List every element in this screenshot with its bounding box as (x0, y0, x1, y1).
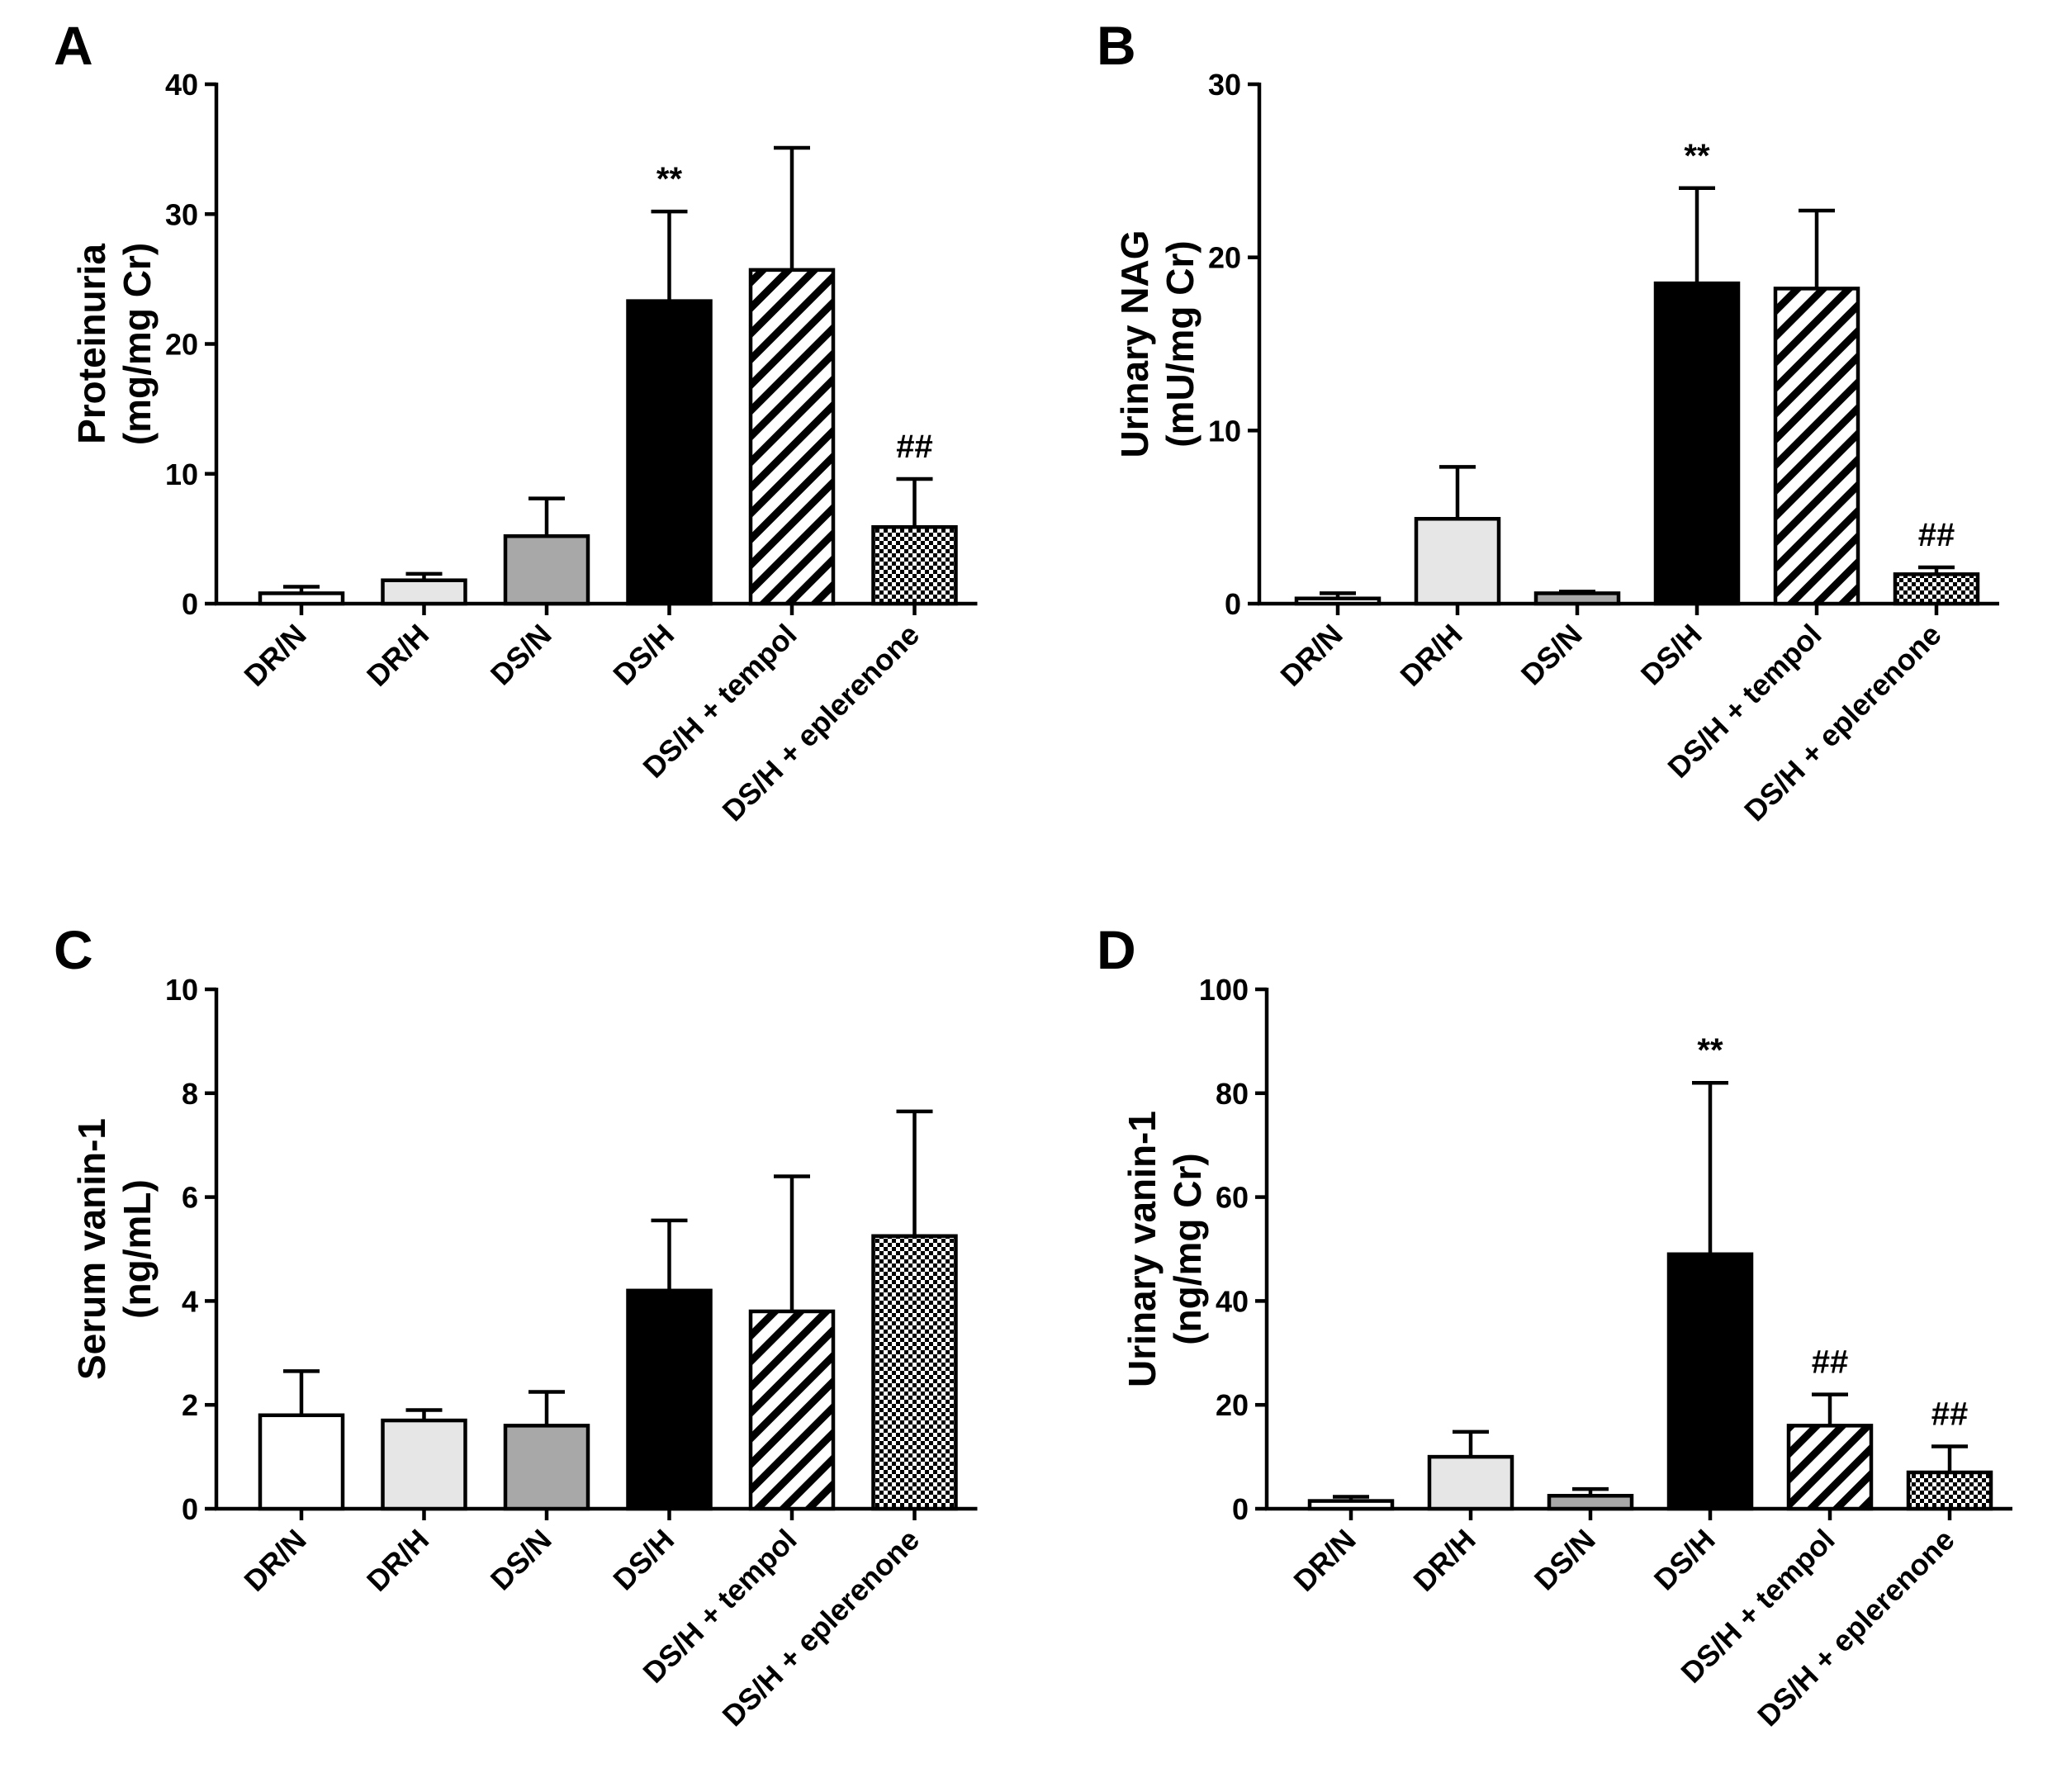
significance-b-3: ** (1684, 138, 1710, 174)
y-axis-label-c-line2: (ng/mL) (116, 1179, 159, 1319)
y-tick-label-d-20: 20 (1216, 1388, 1249, 1422)
significance-d-5: ## (1931, 1396, 1969, 1433)
y-tick-label-d-0: 0 (1232, 1492, 1249, 1526)
panel-letter-d: D (1097, 919, 1136, 980)
bar-d-4 (1786, 1424, 1874, 1511)
bar-a-4 (748, 268, 836, 606)
category-label-b-1: DR/H (1393, 618, 1468, 693)
bar-b-1 (1414, 517, 1501, 606)
bar-b-3 (1653, 281, 1741, 606)
panel-letter-c: C (54, 919, 93, 980)
category-label-a-0: DR/N (237, 618, 312, 693)
y-axis-label-a-line1: Proteinuria (70, 244, 113, 444)
y-tick-label-b-20: 20 (1208, 241, 1241, 275)
category-label-b-0: DR/N (1273, 618, 1348, 693)
panel-letter-a: A (54, 15, 93, 76)
panel-c: C Serum vanin-1 (ng/mL) 0 2 4 6 8 10 DR/N DR/H DS/N… (54, 919, 978, 1733)
bar-c-3 (626, 1288, 713, 1511)
y-axis-label-d-line1: Urinary vanin-1 (1121, 1111, 1164, 1387)
y-tick-label-b-10: 10 (1208, 414, 1241, 448)
bar-d-1 (1427, 1454, 1514, 1511)
bar-c-1 (381, 1418, 467, 1511)
bar-c-2 (503, 1424, 590, 1511)
panel-letter-b: B (1097, 15, 1136, 76)
panel-a: A Proteinuria (mg/mg Cr) 0 10 20 30 40 DR/N DR/H D… (54, 15, 978, 827)
category-label-d-1: DR/H (1406, 1523, 1481, 1598)
bar-b-0 (1294, 596, 1382, 606)
panel-b: B Urinary NAG (mU/mg Cr) 0 10 20 30 DR/N DR/H DS/… (1097, 15, 1999, 827)
bar-c-0 (258, 1413, 345, 1511)
category-label-d-5: DS/H + eplerenone (1751, 1523, 1961, 1733)
y-axis-label-d-line2: (ng/mg Cr) (1166, 1153, 1209, 1345)
y-tick-label-b-0: 0 (1225, 587, 1241, 621)
significance-d-4: ## (1812, 1344, 1849, 1381)
y-tick-label-c-10: 10 (165, 973, 198, 1007)
y-tick-label-c-4: 4 (182, 1284, 198, 1318)
y-tick-label-c-8: 8 (182, 1077, 198, 1111)
y-tick-label-a-30: 30 (165, 197, 198, 231)
y-axis-label-b-line2: (mU/mg Cr) (1159, 240, 1201, 447)
bar-d-5 (1906, 1470, 1993, 1511)
y-tick-label-d-40: 40 (1216, 1284, 1249, 1318)
y-tick-label-a-20: 20 (165, 328, 198, 362)
y-tick-label-d-80: 80 (1216, 1077, 1249, 1111)
category-label-b-5: DS/H + eplerenone (1737, 618, 1948, 828)
category-label-d-0: DR/N (1287, 1523, 1362, 1598)
significance-b-5: ## (1918, 517, 1955, 553)
category-label-c-2: DS/N (484, 1523, 558, 1597)
panel-d: D Urinary vanin-1 (ng/mg Cr) 0 20 40 60 80 100 DR… (1097, 919, 2012, 1733)
significance-d-3: ** (1697, 1032, 1723, 1069)
category-label-a-2: DS/N (484, 618, 558, 692)
category-label-c-0: DR/N (237, 1523, 312, 1598)
bar-d-2 (1547, 1494, 1634, 1511)
bar-c-4 (748, 1309, 836, 1511)
y-tick-label-d-60: 60 (1216, 1181, 1249, 1215)
bar-a-0 (258, 591, 345, 606)
bar-a-3 (626, 299, 713, 606)
bar-a-1 (381, 578, 467, 606)
category-label-c-1: DR/H (360, 1523, 435, 1598)
bar-d-0 (1307, 1499, 1395, 1511)
y-tick-label-a-10: 10 (165, 457, 198, 491)
y-tick-label-a-0: 0 (182, 587, 198, 621)
y-axis-label-c-line1: Serum vanin-1 (70, 1118, 113, 1380)
y-tick-label-b-30: 30 (1208, 68, 1241, 102)
bar-b-4 (1773, 287, 1860, 606)
category-label-c-3: DS/H (606, 1523, 680, 1597)
significance-a-3: ** (656, 161, 683, 197)
bar-b-5 (1893, 572, 1980, 606)
y-tick-label-d-100: 100 (1199, 973, 1249, 1007)
bar-b-2 (1533, 591, 1621, 606)
y-tick-label-c-6: 6 (182, 1181, 198, 1215)
bar-a-5 (871, 524, 958, 606)
category-label-d-2: DS/N (1528, 1523, 1602, 1597)
bar-a-2 (503, 533, 590, 606)
bar-c-5 (871, 1234, 958, 1511)
bar-d-3 (1666, 1252, 1754, 1511)
significance-a-5: ## (896, 429, 933, 465)
y-tick-label-c-2: 2 (182, 1388, 198, 1422)
category-label-d-3: DS/H (1647, 1523, 1722, 1597)
category-label-a-1: DR/H (360, 618, 435, 693)
category-label-b-2: DS/N (1514, 618, 1589, 692)
y-axis-label-a-line2: (mg/mg Cr) (116, 243, 159, 445)
y-tick-label-c-0: 0 (182, 1492, 198, 1526)
y-axis-label-b-line1: Urinary NAG (1113, 230, 1156, 457)
category-label-b-3: DS/H (1634, 618, 1709, 692)
y-tick-label-a-40: 40 (165, 68, 198, 102)
category-label-a-3: DS/H (606, 618, 680, 692)
